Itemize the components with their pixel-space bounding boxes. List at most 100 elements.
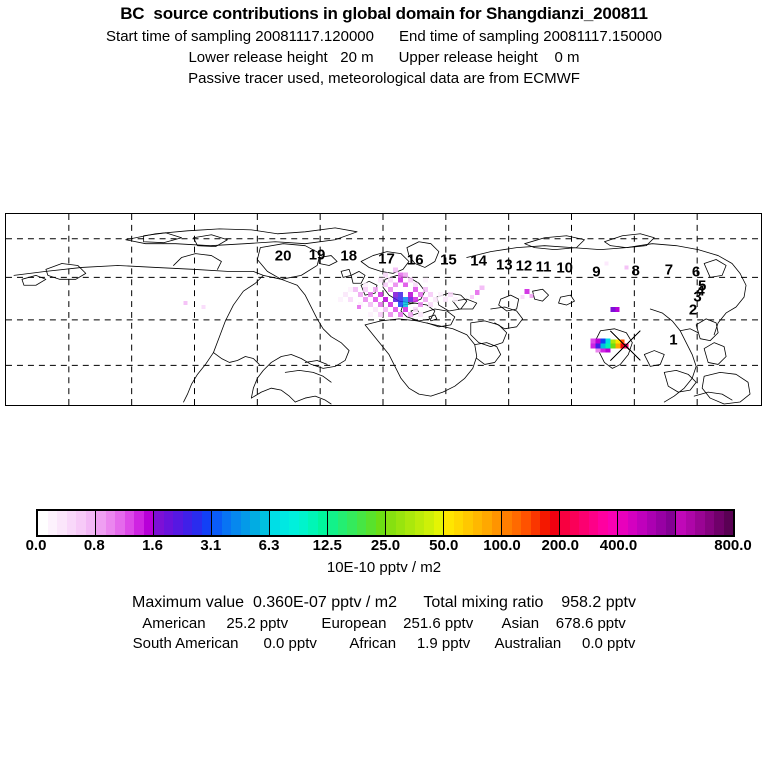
colorbar-step — [201, 511, 211, 535]
colorbar-step — [704, 511, 714, 535]
colorbar-step — [347, 511, 357, 535]
trajectory-label-12: 12 — [515, 257, 533, 275]
colorbar-step — [212, 511, 222, 535]
colorbar-tick-3: 3.1 — [200, 537, 222, 554]
trajectory-label-4: 4 — [696, 282, 705, 300]
trajectory-label-2: 2 — [688, 301, 698, 319]
colorbar-segment-8 — [502, 511, 560, 535]
colorbar-segment-11 — [676, 511, 733, 535]
colorbar-step — [627, 511, 637, 535]
colorbar-step — [105, 511, 115, 535]
graticule-grid — [6, 214, 761, 405]
colorbar-step — [607, 511, 617, 535]
trajectory-label-15: 15 — [440, 251, 457, 269]
colorbar-step — [317, 511, 327, 535]
trajectory-label-17: 17 — [378, 250, 395, 268]
trajectory-label-11: 11 — [535, 258, 552, 276]
colorbar-step — [656, 511, 666, 535]
sampling-time-line: Start time of sampling 20081117.120000 E… — [106, 28, 662, 45]
colorbar-step — [676, 511, 686, 535]
colorbar-segment-6 — [386, 511, 444, 535]
colorbar-step — [366, 511, 376, 535]
colorbar-step — [143, 511, 153, 535]
colorbar-step — [482, 511, 492, 535]
colorbar-step — [163, 511, 173, 535]
colorbar-step — [57, 511, 67, 535]
colorbar-step — [540, 511, 550, 535]
colorbar-step — [414, 511, 424, 535]
colorbar-segment-1 — [96, 511, 154, 535]
trajectory-label-5: 5 — [697, 277, 707, 295]
colorbar-step — [259, 511, 269, 535]
trajectory-label-6: 6 — [691, 263, 701, 281]
colorbar-step — [76, 511, 86, 535]
trajectory-label-9: 9 — [592, 263, 601, 281]
colorbar-segment-9 — [560, 511, 618, 535]
colorbar-segment-0 — [38, 511, 96, 535]
header-block: BC source contributions in global domain… — [0, 0, 768, 87]
colorbar-step — [549, 511, 559, 535]
colorbar-tick-8: 100.0 — [483, 537, 521, 554]
colorbar-tick-4: 6.3 — [258, 537, 280, 554]
colorbar-step — [231, 511, 241, 535]
colorbar-step — [723, 511, 733, 535]
colorbar-step — [47, 511, 57, 535]
colorbar-segment-5 — [328, 511, 386, 535]
colorbar-tick-1: 0.8 — [83, 537, 105, 554]
colorbar-segment-4 — [270, 511, 328, 535]
colorbar-step — [646, 511, 656, 535]
colorbar-step — [356, 511, 366, 535]
trajectory-label-16: 16 — [406, 251, 424, 269]
colorbar-tick-9: 200.0 — [541, 537, 580, 554]
colorbar-tick-6: 25.0 — [370, 537, 401, 554]
colorbar-step — [491, 511, 501, 535]
colorbar-step — [173, 511, 183, 535]
colorbar-step — [279, 511, 289, 535]
statistics-block: Maximum value 0.360E-07 pptv / m2 Total … — [0, 594, 768, 655]
trajectory-label-3: 3 — [693, 288, 702, 306]
colorbar-step — [124, 511, 134, 535]
colorbar-step — [502, 511, 512, 535]
release-height-line: Lower release height 20 m Upper release … — [188, 49, 580, 66]
colorbar-segment-2 — [154, 511, 212, 535]
colorbar-step — [560, 511, 570, 535]
colorbar-segment-7 — [444, 511, 502, 535]
page-title: BC source contributions in global domain… — [120, 4, 648, 23]
colorbar-step — [192, 511, 202, 535]
colorbar-units-label: 10E-10 pptv / m2 — [326, 559, 442, 576]
coastline-outlines — [13, 227, 751, 405]
region-line-northern: American 25.2 pptv European 251.6 pptv A… — [142, 615, 626, 632]
colorbar-segment-10 — [618, 511, 676, 535]
colorbar-step — [579, 511, 589, 535]
colorbar-tick-0: 0.0 — [25, 537, 47, 554]
trajectory-label-10: 10 — [556, 259, 574, 277]
colorbar-step — [337, 511, 347, 535]
colorbar-tick-10: 400.0 — [599, 537, 638, 554]
colorbar-tick-2: 1.6 — [142, 537, 163, 554]
colorbar-tick-labels: 0.0 0.8 1.6 3.1 6.3 12.5 25.0 50.0 100.0 200.0 400… — [0, 537, 768, 557]
colorbar-step — [85, 511, 95, 535]
colorbar-tick-7: 50.0 — [429, 537, 459, 554]
trajectory-label-19: 19 — [308, 246, 326, 264]
colorbar-step — [154, 511, 164, 535]
colorbar-step — [521, 511, 531, 535]
trajectory-label-14: 14 — [470, 252, 487, 270]
colorbar-step — [424, 511, 434, 535]
colorbar-step — [115, 511, 125, 535]
trajectory-label-18: 18 — [340, 247, 358, 265]
maximum-and-total-line: Maximum value 0.360E-07 pptv / m2 Total … — [132, 594, 636, 611]
trajectory-label-8: 8 — [631, 262, 640, 280]
colorbar-step — [298, 511, 308, 535]
colorbar-step — [289, 511, 299, 535]
colorbar-step — [472, 511, 482, 535]
colorbar-step — [511, 511, 521, 535]
concentration-plume — [183, 261, 641, 361]
colorbar-step — [270, 511, 280, 535]
tracer-meteorology-line: Passive tracer used, meteorological data… — [188, 70, 580, 87]
colorbar-step — [453, 511, 463, 535]
colorbar-tick-11: 800.0 — [714, 537, 752, 554]
colorbar-step — [221, 511, 231, 535]
colorbar-step — [66, 511, 76, 535]
colorbar-step — [250, 511, 260, 535]
colorbar-step — [665, 511, 675, 535]
